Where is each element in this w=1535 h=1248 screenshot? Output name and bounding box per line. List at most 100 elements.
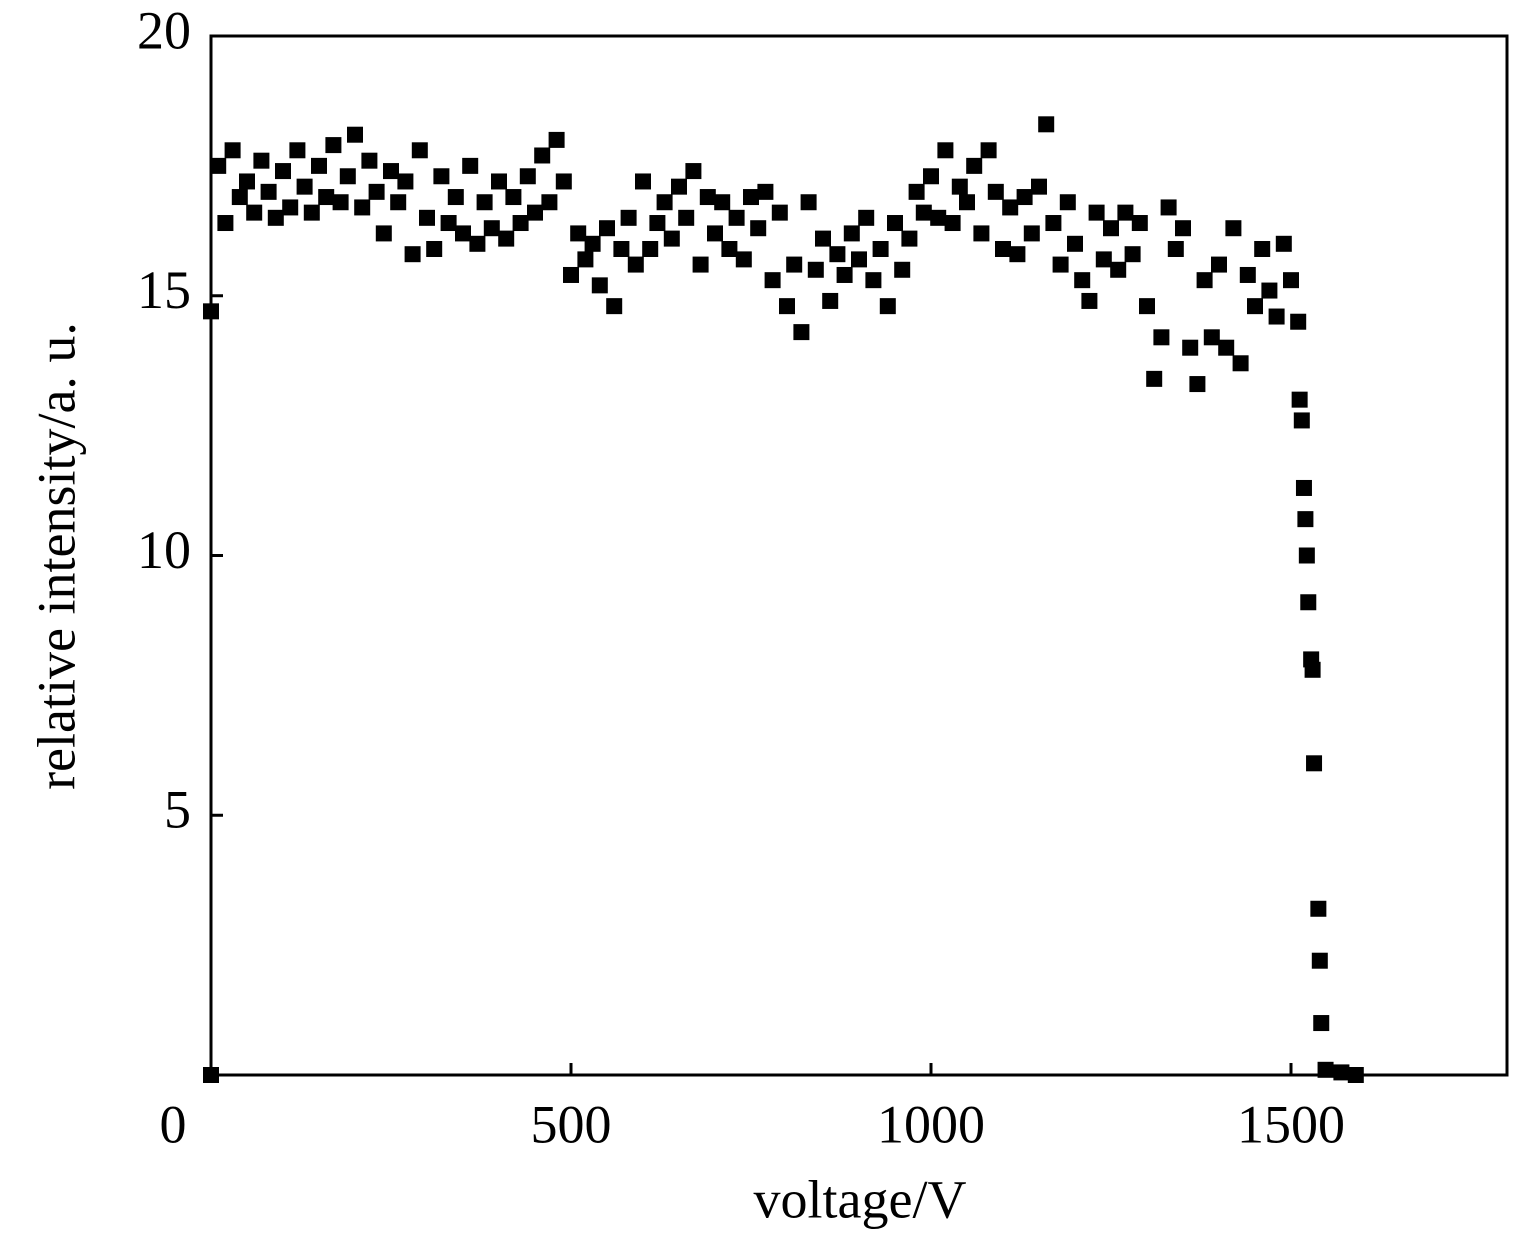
point [1261, 282, 1278, 299]
point [671, 178, 687, 195]
point [858, 209, 875, 226]
point [577, 251, 594, 268]
point [872, 240, 889, 257]
point [303, 204, 320, 221]
point [1311, 952, 1328, 969]
point [217, 215, 234, 232]
point [1313, 1015, 1330, 1032]
point [606, 298, 623, 315]
point [764, 272, 781, 289]
point [1293, 412, 1310, 429]
point [1291, 391, 1308, 408]
point [807, 261, 824, 278]
point [1189, 376, 1206, 393]
point [800, 194, 817, 211]
point [635, 173, 651, 190]
point [368, 183, 385, 200]
point [289, 142, 306, 159]
point [275, 163, 291, 180]
point [685, 163, 702, 180]
point [937, 142, 954, 159]
point [541, 194, 558, 211]
point [843, 225, 860, 242]
x-tick-label: 1500 [1237, 1094, 1345, 1154]
point [1268, 308, 1285, 325]
point [440, 215, 457, 232]
point [534, 147, 551, 164]
point [498, 230, 515, 247]
point [224, 142, 241, 159]
point [1175, 220, 1191, 237]
point [239, 173, 255, 190]
point [1304, 661, 1321, 678]
y-tick-label: 15 [137, 260, 191, 320]
point [411, 142, 428, 159]
point [1310, 900, 1327, 917]
point [397, 173, 414, 190]
point [512, 215, 529, 232]
point [1225, 220, 1242, 237]
x-tick-label: 500 [531, 1094, 612, 1154]
point [1139, 298, 1155, 315]
point [642, 240, 659, 257]
point [735, 251, 752, 268]
point [879, 298, 896, 315]
point [663, 230, 680, 247]
point [1074, 272, 1091, 289]
point [1160, 199, 1177, 216]
point [548, 131, 565, 148]
point [455, 225, 471, 242]
point [728, 209, 745, 226]
point [390, 194, 407, 211]
x-tick-label: 0 [160, 1094, 187, 1154]
point [433, 168, 450, 185]
point [231, 189, 248, 206]
point [1290, 313, 1307, 330]
point [296, 178, 313, 195]
point [1203, 329, 1220, 346]
point [1297, 511, 1314, 528]
x-axis-label: voltage/V [754, 1169, 967, 1229]
point [1088, 204, 1105, 221]
point [1059, 194, 1076, 211]
point [383, 163, 399, 180]
point [894, 261, 911, 278]
point [1023, 225, 1040, 242]
point [246, 204, 263, 221]
point [1196, 272, 1213, 289]
point [1110, 261, 1127, 278]
point [361, 152, 378, 169]
point [1016, 189, 1033, 206]
point [210, 157, 227, 174]
point [851, 251, 867, 268]
point [1239, 266, 1256, 283]
point [1333, 1064, 1350, 1081]
point [959, 194, 975, 211]
point [707, 225, 723, 242]
point [1052, 256, 1069, 273]
point [1306, 755, 1323, 772]
point [426, 240, 443, 257]
point [1103, 220, 1119, 237]
point [260, 183, 277, 200]
point [627, 256, 644, 273]
point [1232, 355, 1249, 372]
point [1247, 298, 1263, 315]
point [793, 324, 810, 341]
point [1275, 235, 1292, 252]
point [469, 235, 486, 252]
point [1211, 256, 1227, 273]
point [1117, 204, 1134, 221]
point [462, 157, 479, 174]
point [743, 189, 759, 206]
point [267, 209, 284, 226]
point [584, 235, 601, 252]
point [692, 256, 709, 273]
point [620, 209, 637, 226]
y-tick-label: 5 [164, 780, 191, 840]
point [491, 173, 507, 190]
point [325, 137, 342, 154]
point [923, 168, 939, 185]
point [563, 266, 579, 283]
